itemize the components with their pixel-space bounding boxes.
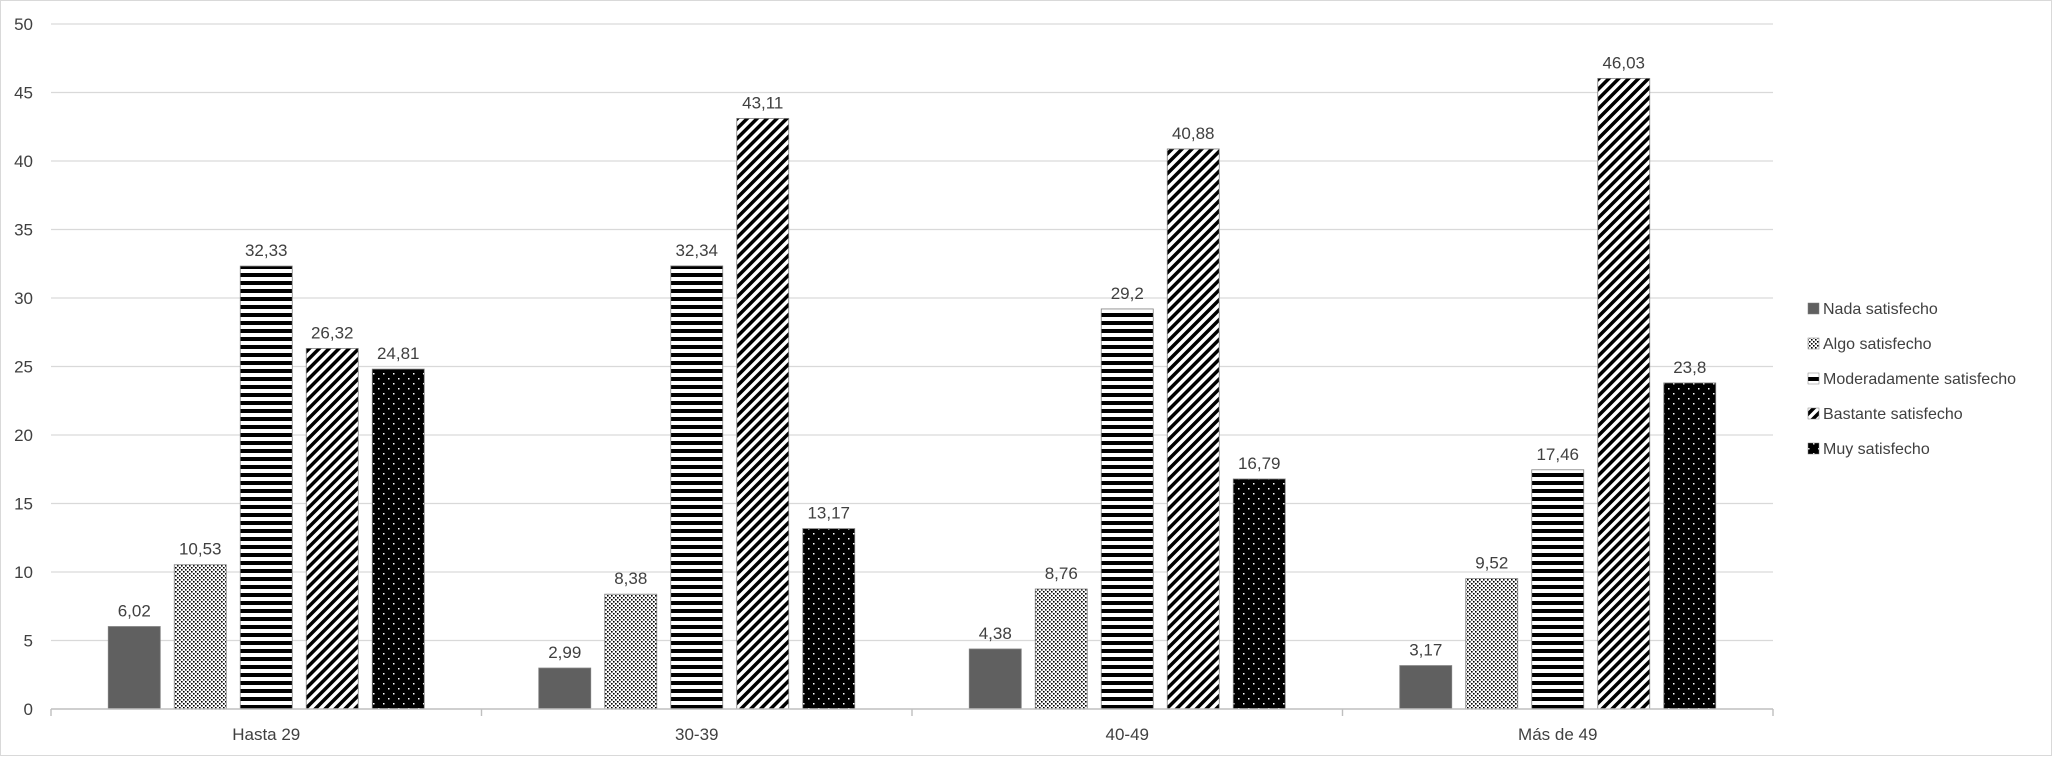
data-label: 10,53 bbox=[179, 540, 222, 559]
bar bbox=[604, 593, 658, 710]
data-label: 32,33 bbox=[245, 241, 288, 260]
bar bbox=[1166, 148, 1220, 710]
legend-label: Algo satisfecho bbox=[1823, 336, 1932, 353]
bar bbox=[371, 368, 425, 710]
bar bbox=[1663, 382, 1717, 710]
bar bbox=[173, 564, 227, 710]
data-label: 9,52 bbox=[1475, 554, 1508, 573]
y-tick-label: 45 bbox=[14, 84, 33, 103]
data-label: 2,99 bbox=[548, 643, 581, 662]
y-tick-label: 25 bbox=[14, 358, 33, 377]
data-label: 13,17 bbox=[807, 504, 850, 523]
data-label: 29,2 bbox=[1111, 284, 1144, 303]
legend-swatch bbox=[1807, 442, 1820, 455]
legend-swatch bbox=[1807, 302, 1820, 315]
bar bbox=[670, 265, 724, 710]
y-tick-label: 50 bbox=[14, 15, 33, 34]
data-label: 6,02 bbox=[118, 602, 151, 621]
bar bbox=[107, 626, 161, 710]
data-label: 8,76 bbox=[1045, 564, 1078, 583]
legend-swatch bbox=[1807, 372, 1820, 385]
y-tick-label: 20 bbox=[14, 426, 33, 445]
legend-label: Bastante satisfecho bbox=[1823, 406, 1963, 423]
y-tick-label: 15 bbox=[14, 495, 33, 514]
legend-label: Nada satisfecho bbox=[1823, 301, 1938, 318]
bar bbox=[1399, 665, 1453, 710]
data-label: 8,38 bbox=[614, 569, 647, 588]
bar bbox=[1531, 469, 1585, 710]
data-label: 17,46 bbox=[1536, 445, 1579, 464]
bar bbox=[968, 648, 1022, 710]
y-tick-label: 30 bbox=[14, 289, 33, 308]
data-label: 24,81 bbox=[377, 344, 420, 363]
bar bbox=[802, 528, 856, 710]
data-label: 3,17 bbox=[1409, 641, 1442, 660]
bar bbox=[538, 667, 592, 710]
bar bbox=[1597, 77, 1651, 710]
data-label: 16,79 bbox=[1238, 454, 1281, 473]
y-tick-label: 5 bbox=[24, 632, 33, 651]
y-tick-label: 0 bbox=[24, 700, 33, 719]
bar bbox=[1232, 478, 1286, 710]
bar bbox=[305, 348, 359, 710]
bar bbox=[239, 265, 293, 710]
y-tick-label: 10 bbox=[14, 563, 33, 582]
data-label: 46,03 bbox=[1602, 53, 1645, 72]
y-tick-label: 40 bbox=[14, 152, 33, 171]
legend-label: Moderadamente satisfecho bbox=[1823, 371, 2016, 388]
legend-swatch bbox=[1807, 337, 1820, 350]
bar bbox=[1034, 588, 1088, 710]
data-label: 4,38 bbox=[979, 624, 1012, 643]
bar bbox=[1465, 578, 1519, 710]
x-tick-label: 40-49 bbox=[1106, 725, 1149, 744]
bar bbox=[736, 117, 790, 710]
x-tick-label: 30-39 bbox=[675, 725, 718, 744]
data-label: 40,88 bbox=[1172, 124, 1215, 143]
data-label: 23,8 bbox=[1673, 358, 1706, 377]
data-label: 26,32 bbox=[311, 323, 354, 342]
legend-swatch bbox=[1807, 407, 1820, 420]
x-tick-label: Hasta 29 bbox=[232, 725, 300, 744]
y-tick-label: 35 bbox=[14, 221, 33, 240]
legend-label: Muy satisfecho bbox=[1823, 441, 1930, 458]
bar bbox=[1100, 308, 1154, 710]
x-tick-label: Más de 49 bbox=[1518, 725, 1597, 744]
data-label: 32,34 bbox=[675, 241, 718, 260]
data-label: 43,11 bbox=[742, 93, 783, 112]
